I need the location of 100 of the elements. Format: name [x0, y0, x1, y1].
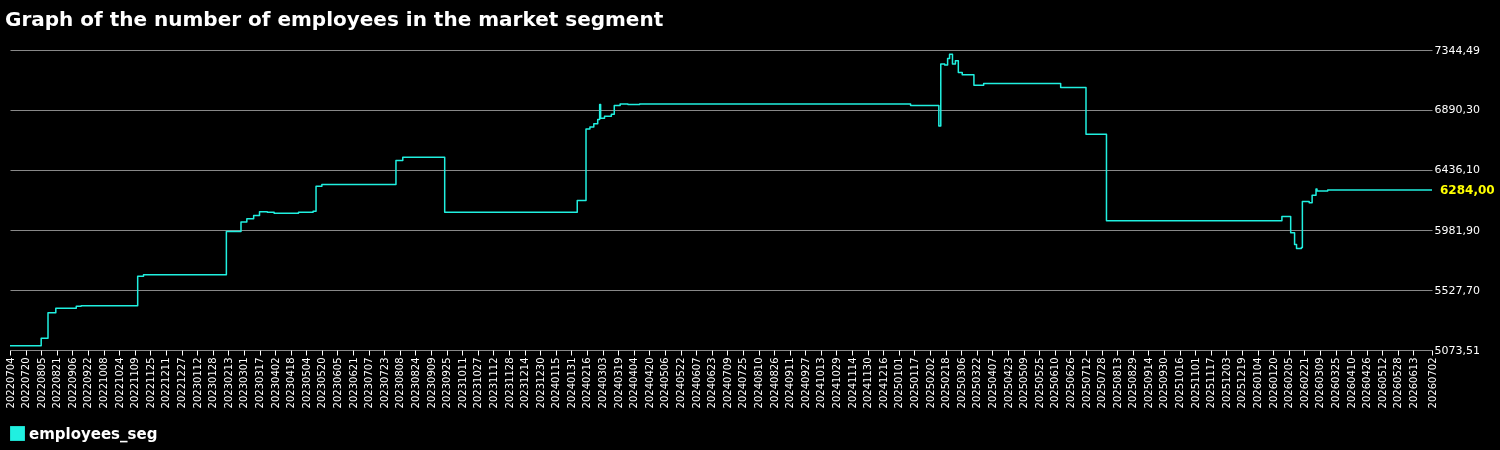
x-tick-label: 20231230 [534, 357, 546, 409]
x-tick-label: 20251117 [1205, 357, 1217, 409]
x-tick-label: 20250423 [1002, 357, 1014, 409]
x-tick-label: 20231027 [472, 357, 484, 409]
x-tick-label: 20220922 [82, 357, 94, 409]
x-tick-label: 20250829 [1127, 357, 1139, 409]
x-tick-label: 20250813 [1111, 357, 1123, 409]
x-tick-label: 20230723 [378, 357, 390, 409]
x-tick-label: 20240927 [799, 357, 811, 409]
x-tick-label: 20220720 [20, 357, 32, 409]
x-tick-label: 20240725 [737, 357, 749, 409]
x-tick-label: 20231011 [456, 357, 468, 409]
y-tick-label: 5073,51 [1434, 343, 1480, 357]
x-tick-label: 20250306 [955, 357, 967, 409]
x-tick-label: 20240607 [690, 357, 702, 409]
x-tick-label: 20260120 [1267, 357, 1279, 409]
x-tick-label: 20240319 [612, 357, 624, 409]
x-tick-label: 20260702 [1426, 357, 1438, 409]
x-tick-label: 20240404 [628, 357, 640, 409]
x-tick-label: 20260613 [1407, 357, 1419, 409]
x-tick-label: 20251203 [1220, 357, 1232, 409]
x-tick-label: 20250712 [1080, 357, 1092, 409]
x-tick-label: 20240709 [721, 357, 733, 409]
x-tick-label: 20230621 [347, 357, 359, 409]
x-tick-label: 20230925 [441, 357, 453, 409]
x-tick-label: 20220906 [66, 357, 78, 409]
x-tick-label: 20241114 [846, 357, 858, 409]
x-tick-label: 20230707 [363, 357, 375, 409]
y-tick-label: 5981,90 [1434, 223, 1480, 237]
y-tick-label: 5527,70 [1434, 283, 1480, 297]
x-tick-label: 20260221 [1298, 357, 1310, 409]
x-tick-label: 20230909 [425, 357, 437, 409]
x-tick-label: 20230317 [254, 357, 266, 409]
x-tick-label: 20260325 [1330, 357, 1342, 409]
x-tick-label: 20230605 [331, 357, 343, 409]
x-tick-label: 20250626 [1064, 357, 1076, 409]
chart-title: Graph of the number of employees in the market segment [5, 7, 664, 31]
y-tick-label: 6436,10 [1434, 163, 1480, 177]
x-tick-label: 20250610 [1049, 357, 1061, 409]
x-tick-label: 20241130 [862, 357, 874, 409]
x-tick-label: 20251101 [1189, 357, 1201, 409]
x-tick-label: 20250101 [893, 357, 905, 409]
x-tick-label: 20240420 [643, 357, 655, 409]
x-tick-label: 20230402 [269, 357, 281, 409]
x-tick-label: 20241029 [830, 357, 842, 409]
x-tick-label: 20260426 [1361, 357, 1373, 409]
x-tick-label: 20230301 [238, 357, 250, 409]
x-tick-label: 20220821 [51, 357, 63, 409]
x-tick-label: 20260104 [1252, 357, 1264, 409]
x-tick-label: 20250218 [940, 357, 952, 409]
x-tick-label: 20240810 [753, 357, 765, 409]
x-tick-label: 20231214 [519, 357, 531, 409]
x-tick-label: 20240826 [768, 357, 780, 409]
x-tick-label: 20221125 [144, 357, 156, 409]
x-tick-label: 20230418 [285, 357, 297, 409]
x-tick-label: 20240216 [581, 357, 593, 409]
x-tick-label: 20230112 [191, 357, 203, 409]
x-tick-label: 20220805 [35, 357, 47, 409]
x-tick-label: 20250509 [1018, 357, 1030, 409]
x-tick-label: 20250930 [1158, 357, 1170, 409]
x-tick-label: 20230808 [394, 357, 406, 409]
x-tick-label: 20230213 [222, 357, 234, 409]
legend-label: employees_seg [29, 424, 158, 443]
x-tick-label: 20250202 [924, 357, 936, 409]
x-tick-label: 20241013 [815, 357, 827, 409]
x-tick-label: 20231112 [487, 357, 499, 409]
x-tick-label: 20230504 [300, 357, 312, 409]
x-tick-label: 20241216 [877, 357, 889, 409]
x-tick-label: 20230520 [316, 357, 328, 409]
x-tick-label: 20260512 [1376, 357, 1388, 409]
x-tick-label: 20250322 [971, 357, 983, 409]
x-tick-label: 20260528 [1392, 357, 1404, 409]
x-tick-label: 20250728 [1096, 357, 1108, 409]
x-tick-label: 20221008 [98, 357, 110, 409]
x-tick-label: 20240623 [706, 357, 718, 409]
x-tick-label: 20260410 [1345, 357, 1357, 409]
x-tick-label: 20230824 [409, 357, 421, 409]
x-tick-label: 20231128 [503, 357, 515, 409]
x-tick-label: 20250525 [1033, 357, 1045, 409]
x-tick-label: 20221109 [129, 357, 141, 409]
y-tick-label: 7344,49 [1434, 43, 1480, 57]
x-tick-label: 20221211 [160, 357, 172, 409]
x-tick-label: 20230128 [207, 357, 219, 409]
x-tick-label: 20240115 [550, 357, 562, 409]
x-tick-label: 20240911 [784, 357, 796, 409]
x-tick-label: 20240131 [565, 357, 577, 409]
annotation: 6284,00 [1440, 183, 1495, 198]
x-tick-label: 20251219 [1236, 357, 1248, 409]
y-tick-label: 6890,30 [1434, 103, 1480, 117]
x-tick-label: 20221227 [176, 357, 188, 409]
x-tick-label: 20240506 [659, 357, 671, 409]
x-tick-label: 20240303 [597, 357, 609, 409]
x-tick-label: 20250914 [1142, 357, 1154, 409]
x-tick-label: 20250117 [908, 357, 920, 409]
x-tick-label: 20260205 [1283, 357, 1295, 409]
x-tick-label: 20221024 [113, 357, 125, 409]
x-tick-label: 20240522 [675, 357, 687, 409]
x-tick-label: 20260309 [1314, 357, 1326, 409]
x-tick-label: 20220704 [4, 357, 16, 409]
x-tick-label: 20250407 [986, 357, 998, 409]
